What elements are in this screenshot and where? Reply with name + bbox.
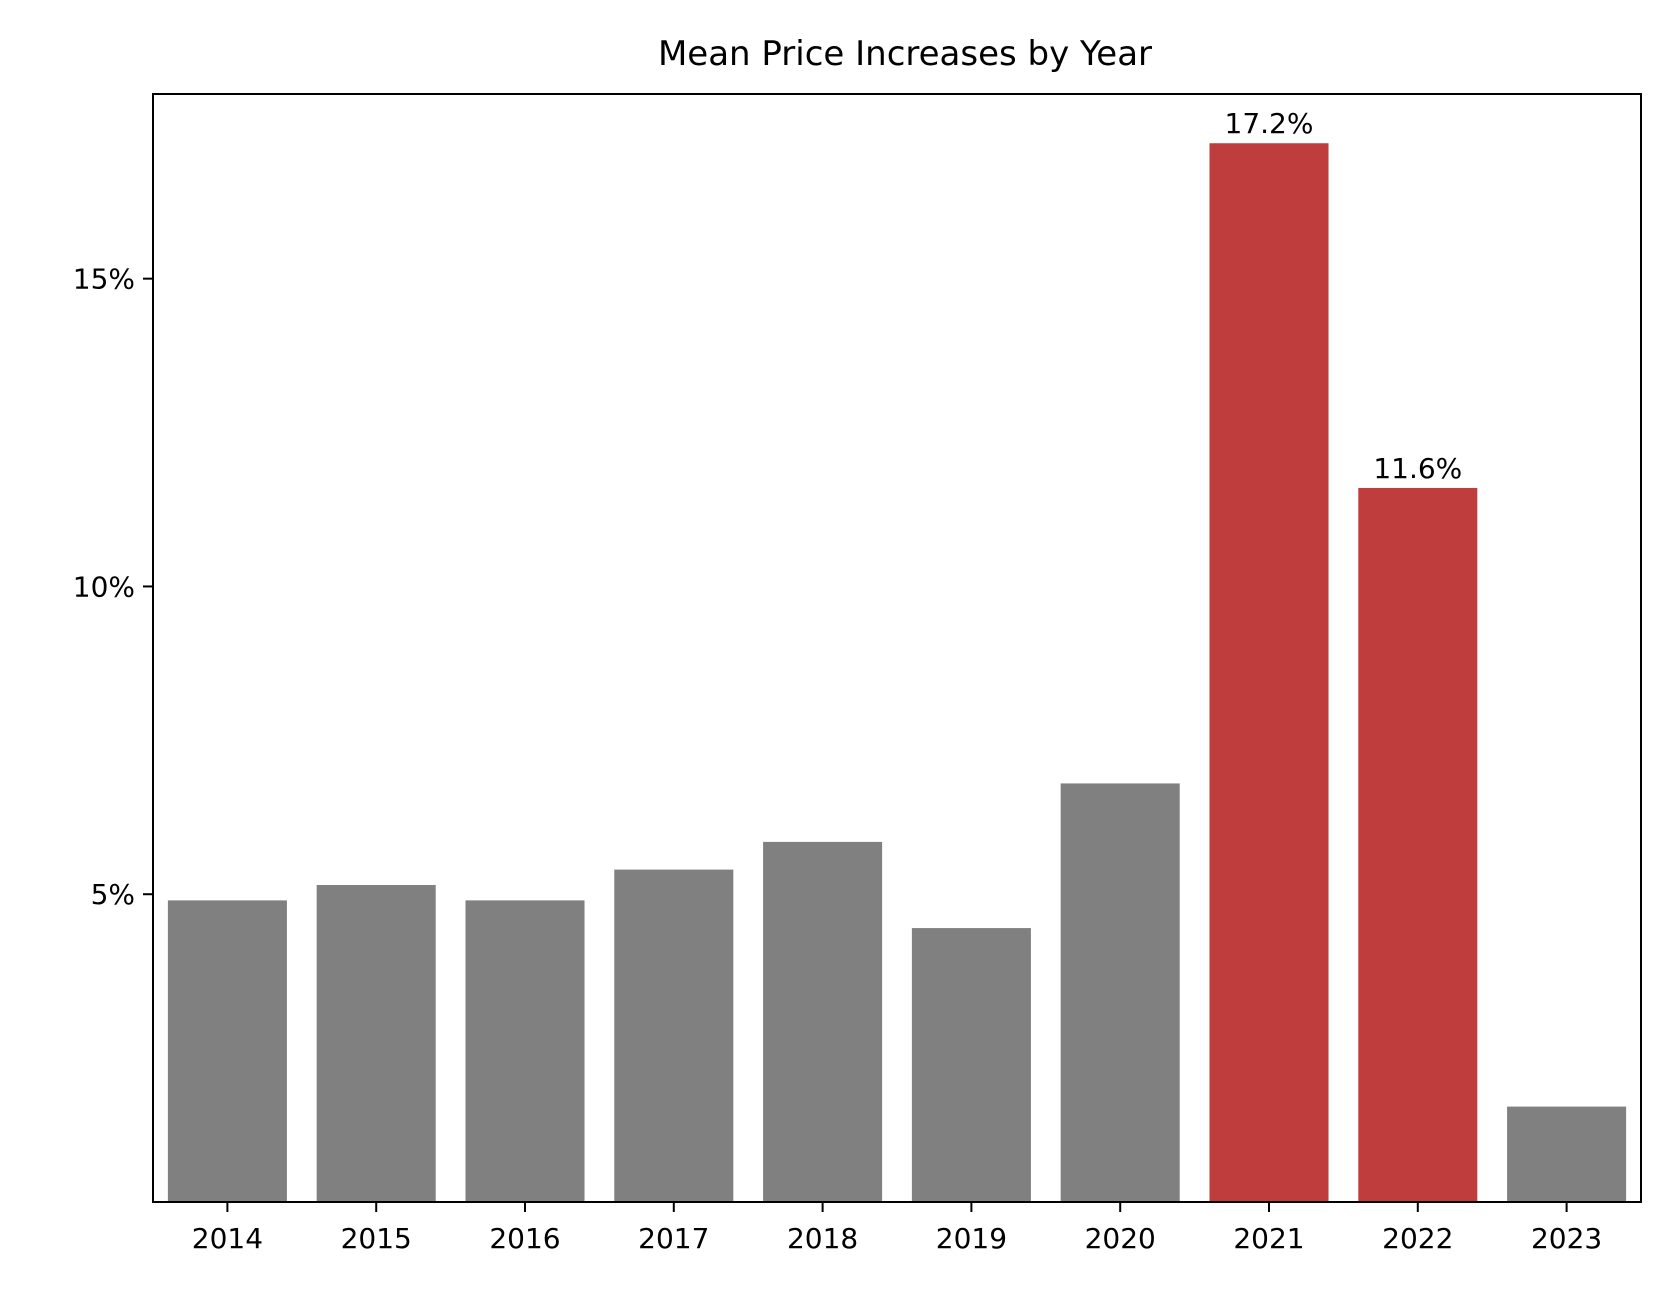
y-tick-label-15: 15% [73,263,135,296]
x-axis: 2014 2015 2016 2017 2018 2019 2020 2021 2022 2023 [192,1202,1602,1255]
bar-2022 [1358,487,1478,1202]
x-tick-label-2014: 2014 [192,1222,263,1255]
x-tick-label-2020: 2020 [1085,1222,1156,1255]
plot-frame [152,93,1642,1203]
x-tick-label-2018: 2018 [787,1222,858,1255]
chart-title: Mean Price Increases by Year [658,34,1152,74]
x-tick-label-2016: 2016 [489,1222,560,1255]
x-tick-label-2019: 2019 [936,1222,1007,1255]
y-axis: 5% 10% 15% [73,263,153,911]
bar-2023 [1507,1106,1627,1202]
bars-group [167,143,1627,1203]
x-tick-label-2015: 2015 [341,1222,412,1255]
x-tick-label-2017: 2017 [638,1222,709,1255]
bar-2021 [1209,143,1329,1203]
x-tick-label-2023: 2023 [1531,1222,1602,1255]
bar-2017 [614,869,734,1202]
bar-2020 [1060,783,1180,1202]
data-labels-group: 17.2% 11.6% [1225,107,1463,485]
x-tick-label-2021: 2021 [1233,1222,1304,1255]
y-tick-label-5: 5% [91,878,135,911]
bar-2014 [167,900,287,1202]
y-tick-label-10: 10% [73,570,135,603]
data-label-2021: 17.2% [1225,107,1314,140]
bar-2018 [763,841,883,1202]
bar-2019 [911,928,1031,1202]
data-label-2022: 11.6% [1373,452,1462,485]
x-tick-label-2022: 2022 [1382,1222,1453,1255]
bar-2015 [316,884,436,1202]
bar-2016 [465,900,585,1202]
